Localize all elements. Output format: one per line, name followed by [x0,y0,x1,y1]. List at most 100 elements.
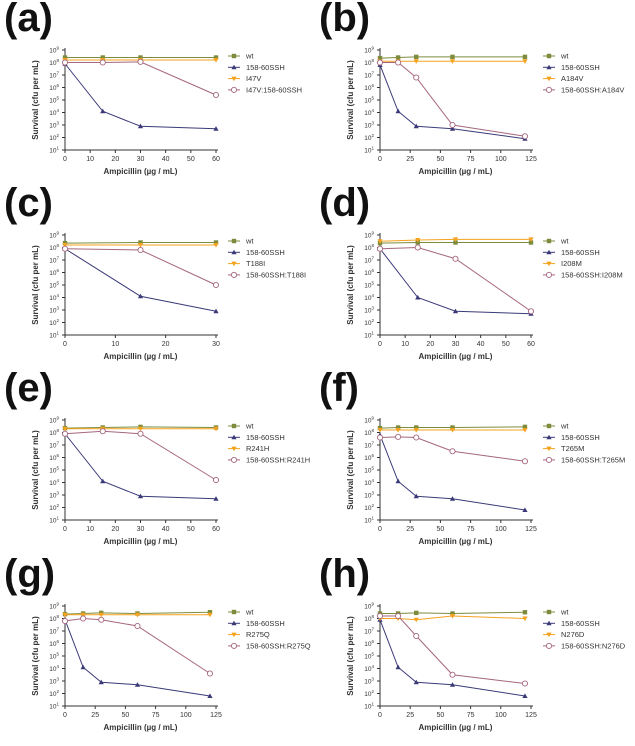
data-point [452,255,459,262]
series-mut [62,243,219,248]
y-tick-label: 107 [364,441,374,450]
y-axis-label: Survival (cfu per mL) [346,430,355,510]
x-tick-label: 75 [467,156,475,163]
y-tick-exponent: 9 [56,46,59,51]
x-tick-label: 0 [378,156,382,163]
chart-a: 101 102 103 104 105 106 107 108 109 0 10 20 30 40 50 60… [31,46,302,177]
y-tick-exponent: 9 [56,602,59,607]
y-tick-exponent: 9 [56,416,59,421]
y-tick-exponent: 1 [56,146,59,151]
data-point [213,243,219,248]
data-point [522,54,528,60]
y-tick-exponent: 2 [371,318,374,323]
legend-marker [231,249,237,255]
y-tick-label: 101 [364,331,374,340]
y-tick-label: 103 [49,677,59,686]
chart-e: 101 102 103 104 105 106 107 108 109 0 10 20 30 40 50 60… [31,416,310,547]
panel-b: 101 102 103 104 105 106 107 108 109 0 25 50 75 100 125… [315,0,632,186]
x-tick-label: 50 [187,526,195,533]
y-tick-label: 104 [49,293,59,302]
data-point [99,59,106,66]
series-ssh [62,246,219,314]
y-tick-exponent: 2 [56,133,59,138]
y-tick-exponent: 5 [56,652,59,657]
data-point [449,428,456,433]
x-tick-label: 0 [63,341,67,348]
x-tick-label: 0 [63,712,67,719]
y-tick-exponent: 1 [371,146,374,151]
panel-label: (e) [4,366,53,410]
x-tick-label: 125 [525,156,537,163]
chart-c: 101 102 103 104 105 106 107 108 109 0 10 20 30 Surviv… [31,231,306,362]
y-tick-exponent: 1 [56,702,59,707]
series-line [64,248,217,286]
data-point [449,126,456,131]
data-point [98,612,104,618]
data-point [395,428,401,433]
legend-label: wt [560,52,569,61]
y-tick-exponent: 7 [56,256,59,261]
legend-label: T265M [561,444,584,453]
y-tick-label: 106 [49,83,59,92]
series-line [64,63,217,130]
legend-label: 158-60SSH:R241H [246,456,310,465]
y-tick-exponent: 8 [371,428,374,433]
series-mut [62,612,213,618]
x-tick-label: 125 [525,712,537,719]
y-tick-exponent: 3 [371,121,374,126]
x-tick-label: 100 [180,712,192,719]
y-tick-label: 108 [364,614,374,623]
y-tick-exponent: 4 [371,664,374,669]
x-tick-label: 0 [378,712,382,719]
x-tick-label: 50 [437,526,445,533]
x-tick-label: 50 [502,341,510,348]
legend-marker [546,249,552,255]
y-axis-label: Survival (cfu per mL) [31,616,40,696]
data-point [376,612,384,620]
y-tick-exponent: 5 [56,466,59,471]
data-point [213,308,219,314]
y-tick-exponent: 3 [371,306,374,311]
series-combo [61,615,214,677]
legend-label: I208M [561,259,582,268]
x-axis-label: Ampicillin (µg / mL) [419,167,493,176]
data-point [413,74,420,81]
x-axis-label: Ampicillin (µg / mL) [104,167,178,176]
y-tick-exponent: 8 [371,614,374,619]
panel-label: (g) [4,552,56,596]
data-point [414,425,419,430]
data-point [521,133,529,140]
y-tick-label: 101 [49,516,59,525]
y-tick-exponent: 5 [371,466,374,471]
data-point [213,58,219,63]
x-tick-label: 100 [495,526,507,533]
y-tick-label: 109 [49,416,59,425]
data-point [450,425,455,430]
legend-marker [546,632,552,638]
data-point [522,610,528,615]
y-tick-label: 107 [49,256,59,265]
data-point [62,612,68,618]
y-tick-exponent: 9 [371,602,374,607]
y-tick-exponent: 9 [371,231,374,236]
x-tick-label: 40 [162,156,170,163]
y-tick-exponent: 6 [371,268,374,273]
x-tick-label: 30 [452,341,460,348]
data-point [137,493,144,499]
y-tick-label: 107 [364,627,374,636]
y-tick-label: 103 [364,121,374,130]
y-tick-exponent: 2 [371,133,374,138]
legend-marker [231,76,237,82]
y-tick-label: 104 [49,664,59,673]
data-point [212,91,220,99]
x-tick-label: 20 [111,526,119,533]
legend-marker [231,446,237,452]
data-point [449,496,456,501]
y-tick-label: 104 [364,108,374,117]
y-tick-label: 102 [49,133,59,142]
y-tick-exponent: 9 [371,416,374,421]
data-point [80,615,87,622]
x-tick-label: 10 [86,526,94,533]
data-point [395,478,401,484]
